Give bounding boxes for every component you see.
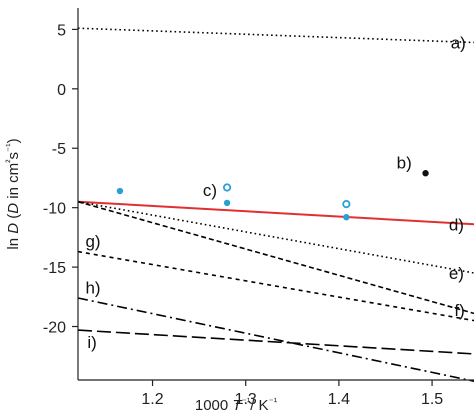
x-tick-label-1: 1.3 [235, 391, 257, 408]
axes [77, 8, 474, 381]
y-tick-label-1: 0 [57, 82, 66, 99]
series-line-a [77, 27, 474, 44]
data-point-c-1 [116, 187, 124, 195]
series-line-g [77, 250, 474, 322]
y-axis-label: ln D (D in cm²s⁻¹) [5, 138, 23, 249]
y-tick-label-2: -5 [52, 141, 66, 158]
y-tick-label-3: -10 [43, 201, 66, 218]
data-point-b-0 [422, 170, 429, 177]
ticks: 5 0 -5 -10 -15 -20 1.2 1.3 1.4 1.5 [43, 22, 443, 408]
x-axis-label: 1000 T⁻¹/ K⁻¹ [195, 397, 278, 412]
label-h: h) [85, 278, 100, 297]
series-lines [77, 27, 474, 382]
data-point-c-3 [343, 213, 350, 221]
y-tick-label-0: 5 [57, 22, 66, 39]
series-line-i [77, 329, 474, 355]
label-c: c) [203, 181, 217, 200]
y-tick-label-5: -20 [43, 320, 66, 337]
x-tick-label-0: 1.2 [141, 391, 163, 408]
line-labels: a) b) c) d) e) f) g) h) i) [85, 33, 465, 352]
series-line-h [77, 297, 474, 382]
label-a: a) [451, 33, 466, 52]
label-g: g) [85, 232, 100, 251]
x-tick-label-3: 1.5 [421, 391, 443, 408]
x-tick-label-2: 1.4 [328, 391, 350, 408]
series-line-f [77, 200, 474, 315]
label-d: d) [449, 215, 464, 234]
label-f: f) [454, 301, 464, 320]
series-line-d [77, 200, 474, 226]
label-i: i) [87, 333, 96, 352]
data-point-c-open-4 [222, 183, 232, 192]
data-point-c-2 [223, 199, 231, 207]
data-point-c-open-5 [342, 200, 351, 209]
y-tick-label-4: -15 [43, 260, 66, 277]
data-points [116, 170, 429, 221]
label-b: b) [397, 154, 412, 173]
label-e: e) [449, 264, 464, 283]
